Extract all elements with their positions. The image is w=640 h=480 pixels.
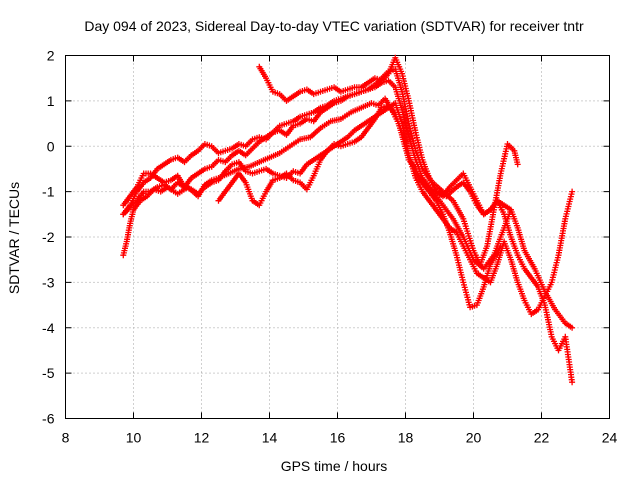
x-axis-title: GPS time / hours xyxy=(281,458,388,474)
x-tick-label: 10 xyxy=(126,430,142,446)
x-tick-label: 12 xyxy=(194,430,210,446)
x-tick-label: 18 xyxy=(398,430,414,446)
y-tick-label: -4 xyxy=(42,320,55,336)
series-track-5 xyxy=(256,54,576,386)
x-tick-label: 20 xyxy=(466,430,482,446)
y-tick-label: -1 xyxy=(42,184,55,200)
series-markers xyxy=(256,54,576,386)
x-tick-label: 8 xyxy=(62,430,70,446)
x-tick-label: 24 xyxy=(602,430,618,446)
y-tick-label: -2 xyxy=(42,229,55,245)
y-tick-label: -6 xyxy=(42,411,55,427)
series-markers xyxy=(215,102,576,318)
y-tick-label: 1 xyxy=(47,93,55,109)
series-layer xyxy=(120,54,576,386)
y-axis-title: SDTVAR / TECUs xyxy=(6,182,22,294)
y-tick-label: 0 xyxy=(47,138,55,154)
y-tick-label: -3 xyxy=(42,274,55,290)
chart-title: Day 094 of 2023, Sidereal Day-to-day VTE… xyxy=(84,18,584,34)
y-tick-label: 2 xyxy=(47,48,55,64)
x-tick-label: 22 xyxy=(534,430,550,446)
x-tick-label: 16 xyxy=(330,430,346,446)
series-track-6 xyxy=(215,102,576,318)
y-tick-label: -5 xyxy=(42,365,55,381)
x-tick-label: 14 xyxy=(262,430,278,446)
